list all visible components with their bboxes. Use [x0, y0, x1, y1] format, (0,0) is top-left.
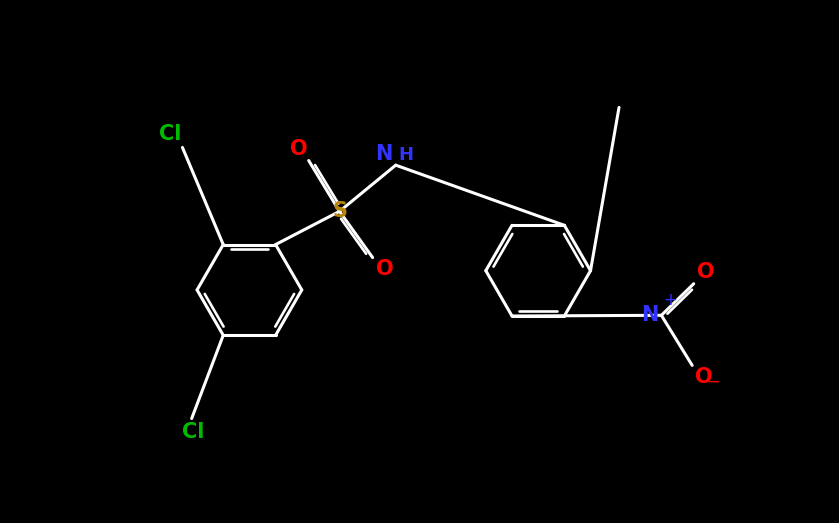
Text: H: H [399, 145, 414, 164]
Text: O: O [697, 262, 715, 282]
Text: O: O [376, 259, 393, 279]
Text: N: N [641, 305, 659, 325]
Text: O: O [696, 367, 713, 387]
Text: O: O [289, 139, 307, 159]
Text: −: − [706, 373, 720, 391]
Text: Cl: Cl [159, 124, 181, 144]
Text: Cl: Cl [182, 422, 205, 441]
Text: N: N [375, 144, 393, 164]
Text: +: + [663, 291, 677, 309]
Text: S: S [332, 201, 347, 221]
